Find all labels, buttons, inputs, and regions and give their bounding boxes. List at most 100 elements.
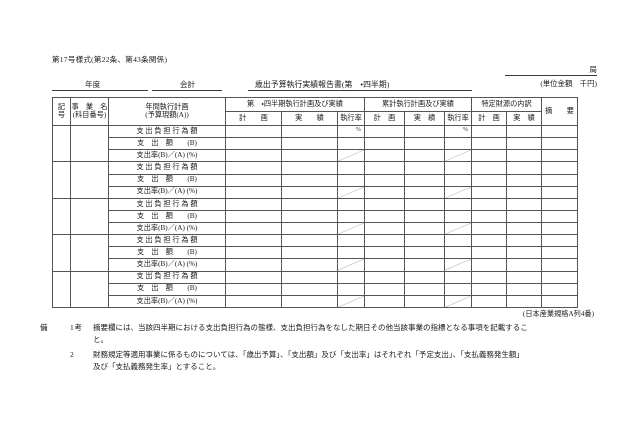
cell-project-name[interactable] [70, 197, 109, 236]
cell-cumulative-actual[interactable] [404, 258, 445, 272]
cell-symbol[interactable] [52, 124, 71, 163]
cell-source-actual[interactable] [505, 124, 543, 139]
cell-remarks[interactable] [541, 282, 579, 296]
cell-quarter-exec-rate[interactable] [337, 197, 365, 211]
cell-source-actual[interactable] [505, 161, 543, 175]
cell-quarter-actual[interactable] [281, 173, 338, 187]
cell-quarter-plan[interactable] [225, 173, 282, 187]
cell-quarter-actual[interactable] [281, 221, 338, 236]
cell-quarter-plan[interactable] [225, 149, 282, 163]
cell-cumulative-exec-rate[interactable] [444, 149, 472, 163]
cell-remarks[interactable] [541, 185, 579, 199]
cell-cumulative-plan[interactable] [364, 124, 405, 139]
cell-cumulative-exec-rate[interactable] [444, 209, 472, 224]
cell-cumulative-plan[interactable] [364, 149, 405, 163]
cell-symbol[interactable] [52, 270, 71, 308]
cell-cumulative-plan[interactable] [364, 137, 405, 151]
cell-cumulative-actual[interactable] [404, 137, 445, 151]
cell-cumulative-actual[interactable] [404, 234, 445, 248]
cell-quarter-exec-rate[interactable] [337, 173, 365, 187]
cell-project-name[interactable] [70, 234, 109, 272]
cell-quarter-plan[interactable] [225, 246, 282, 260]
cell-cumulative-plan[interactable] [364, 173, 405, 187]
cell-quarter-actual[interactable] [281, 282, 338, 296]
cell-quarter-exec-rate[interactable] [337, 258, 365, 272]
cell-quarter-actual[interactable] [281, 258, 338, 272]
cell-cumulative-plan[interactable] [364, 270, 405, 284]
cell-cumulative-actual[interactable] [404, 161, 445, 175]
cell-quarter-plan[interactable] [225, 161, 282, 175]
cell-cumulative-actual[interactable] [404, 173, 445, 187]
cell-cumulative-exec-rate[interactable] [444, 197, 472, 211]
cell-cumulative-exec-rate[interactable] [444, 221, 472, 236]
cell-quarter-plan[interactable] [225, 209, 282, 224]
cell-source-plan[interactable] [471, 270, 507, 284]
cell-source-actual[interactable] [505, 294, 543, 309]
cell-remarks[interactable] [541, 246, 579, 260]
cell-cumulative-exec-rate[interactable] [444, 258, 472, 272]
cell-cumulative-exec-rate[interactable] [444, 294, 472, 309]
cell-quarter-actual[interactable] [281, 149, 338, 163]
cell-quarter-exec-rate[interactable] [337, 246, 365, 260]
cell-project-name[interactable] [70, 161, 109, 199]
cell-quarter-actual[interactable] [281, 294, 338, 309]
cell-quarter-plan[interactable] [225, 221, 282, 236]
cell-cumulative-plan[interactable] [364, 221, 405, 236]
cell-source-actual[interactable] [505, 270, 543, 284]
cell-quarter-exec-rate[interactable]: % [337, 124, 365, 139]
cell-quarter-exec-rate[interactable] [337, 161, 365, 175]
cell-quarter-exec-rate[interactable] [337, 185, 365, 199]
cell-remarks[interactable] [541, 221, 579, 236]
cell-cumulative-plan[interactable] [364, 209, 405, 224]
cell-source-plan[interactable] [471, 173, 507, 187]
cell-quarter-actual[interactable] [281, 197, 338, 211]
cell-quarter-exec-rate[interactable] [337, 137, 365, 151]
cell-cumulative-actual[interactable] [404, 282, 445, 296]
cell-source-actual[interactable] [505, 173, 543, 187]
cell-cumulative-actual[interactable] [404, 221, 445, 236]
cell-source-actual[interactable] [505, 282, 543, 296]
cell-cumulative-exec-rate[interactable] [444, 234, 472, 248]
cell-quarter-exec-rate[interactable] [337, 149, 365, 163]
cell-cumulative-actual[interactable] [404, 149, 445, 163]
cell-project-name[interactable] [70, 124, 109, 163]
cell-remarks[interactable] [541, 137, 579, 151]
cell-quarter-actual[interactable] [281, 124, 338, 139]
cell-symbol[interactable] [52, 197, 71, 236]
cell-source-plan[interactable] [471, 161, 507, 175]
cell-quarter-actual[interactable] [281, 161, 338, 175]
cell-quarter-exec-rate[interactable] [337, 221, 365, 236]
cell-quarter-exec-rate[interactable] [337, 209, 365, 224]
cell-symbol[interactable] [52, 234, 71, 272]
cell-quarter-plan[interactable] [225, 124, 282, 139]
cell-cumulative-actual[interactable] [404, 209, 445, 224]
cell-remarks[interactable] [541, 161, 579, 175]
cell-remarks[interactable] [541, 149, 579, 163]
cell-source-actual[interactable] [505, 246, 543, 260]
cell-quarter-exec-rate[interactable] [337, 234, 365, 248]
cell-symbol[interactable] [52, 161, 71, 199]
cell-quarter-plan[interactable] [225, 258, 282, 272]
cell-source-plan[interactable] [471, 246, 507, 260]
cell-cumulative-exec-rate[interactable]: % [444, 124, 472, 139]
cell-remarks[interactable] [541, 258, 579, 272]
cell-remarks[interactable] [541, 173, 579, 187]
cell-quarter-actual[interactable] [281, 234, 338, 248]
cell-cumulative-actual[interactable] [404, 197, 445, 211]
cell-source-plan[interactable] [471, 282, 507, 296]
cell-cumulative-plan[interactable] [364, 185, 405, 199]
cell-source-actual[interactable] [505, 137, 543, 151]
cell-cumulative-actual[interactable] [404, 270, 445, 284]
cell-quarter-actual[interactable] [281, 246, 338, 260]
cell-remarks[interactable] [541, 270, 579, 284]
cell-quarter-plan[interactable] [225, 185, 282, 199]
cell-cumulative-exec-rate[interactable] [444, 161, 472, 175]
cell-quarter-exec-rate[interactable] [337, 294, 365, 309]
cell-cumulative-exec-rate[interactable] [444, 185, 472, 199]
cell-remarks[interactable] [541, 294, 579, 309]
cell-cumulative-exec-rate[interactable] [444, 282, 472, 296]
cell-remarks[interactable] [541, 197, 579, 211]
cell-source-plan[interactable] [471, 234, 507, 248]
cell-cumulative-exec-rate[interactable] [444, 270, 472, 284]
cell-quarter-plan[interactable] [225, 294, 282, 309]
